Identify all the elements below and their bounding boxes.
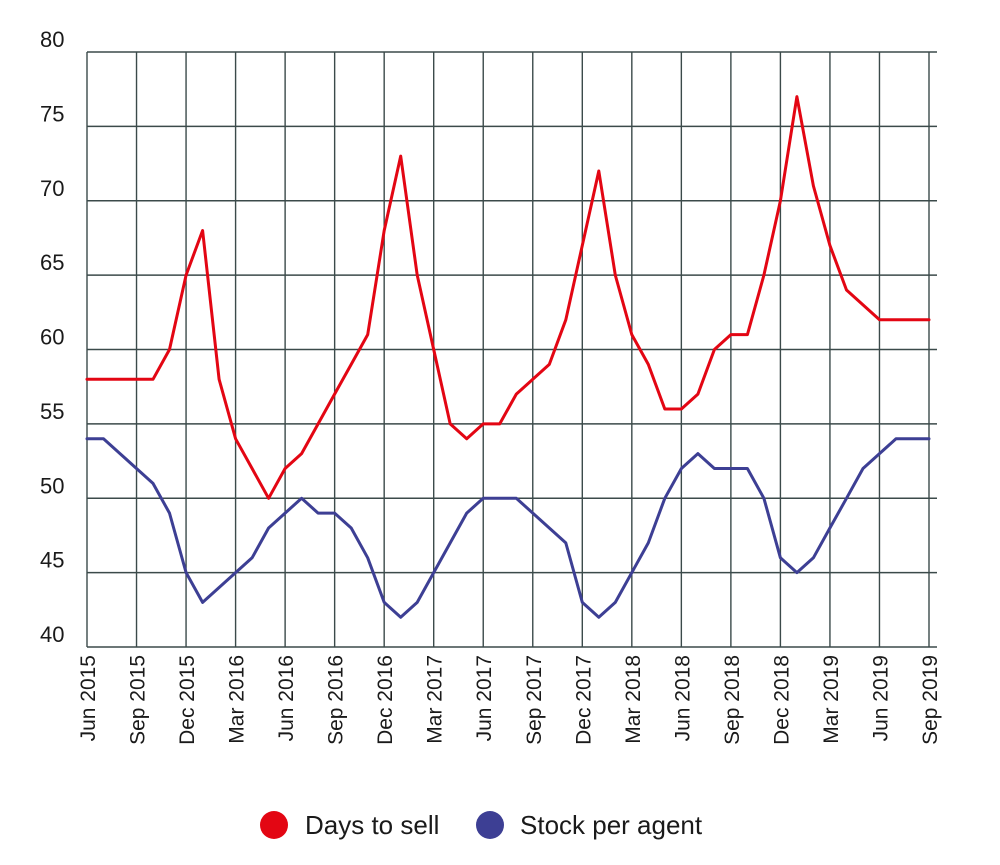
x-tick-label: Dec 2016 (374, 655, 397, 745)
legend-marker-days-to-sell (260, 811, 288, 839)
x-tick-label: Jun 2015 (77, 655, 100, 741)
y-axis-ticks: 40 45 50 55 60 65 70 75 80 (40, 27, 64, 647)
x-tick-label: Sep 2017 (523, 655, 546, 745)
legend-label-days-to-sell: Days to sell (305, 810, 439, 840)
grid-lines (86, 51, 937, 648)
series-lines (85, 95, 931, 619)
y-tick-label: 80 (40, 27, 64, 52)
y-tick-label: 65 (40, 250, 64, 275)
x-tick-label: Mar 2018 (622, 655, 645, 744)
x-tick-label: Dec 2018 (770, 655, 793, 745)
x-tick-label: Sep 2016 (325, 655, 348, 745)
x-axis-ticks: Jun 2015 Sep 2015 Dec 2015 Mar 2016 Jun 2016… (77, 655, 942, 745)
x-tick-label: Mar 2017 (424, 655, 447, 744)
x-tick-label: Sep 2015 (127, 655, 150, 745)
x-tick-label: Sep 2019 (919, 655, 942, 745)
x-tick-label: Jun 2019 (869, 655, 892, 741)
series-line-days-to-sell (85, 95, 931, 500)
y-tick-label: 40 (40, 622, 64, 647)
y-tick-label: 50 (40, 473, 64, 498)
y-tick-label: 45 (40, 548, 64, 573)
x-tick-label: Jun 2017 (473, 655, 496, 741)
x-tick-label: Sep 2018 (721, 655, 744, 745)
y-tick-label: 70 (40, 176, 64, 201)
x-tick-label: Mar 2016 (226, 655, 249, 744)
y-tick-label: 55 (40, 399, 64, 424)
legend-label-stock-per-agent: Stock per agent (520, 810, 703, 840)
y-tick-label: 75 (40, 101, 64, 126)
x-tick-label: Jun 2016 (275, 655, 298, 741)
x-tick-label: Dec 2017 (572, 655, 595, 745)
legend: Days to sell Stock per agent (260, 810, 703, 840)
series-line-stock-per-agent (85, 437, 931, 619)
x-tick-label: Jun 2018 (671, 655, 694, 741)
legend-marker-stock-per-agent (476, 811, 504, 839)
x-tick-label: Mar 2019 (820, 655, 843, 744)
x-tick-label: Dec 2015 (176, 655, 199, 745)
y-tick-label: 60 (40, 325, 64, 350)
